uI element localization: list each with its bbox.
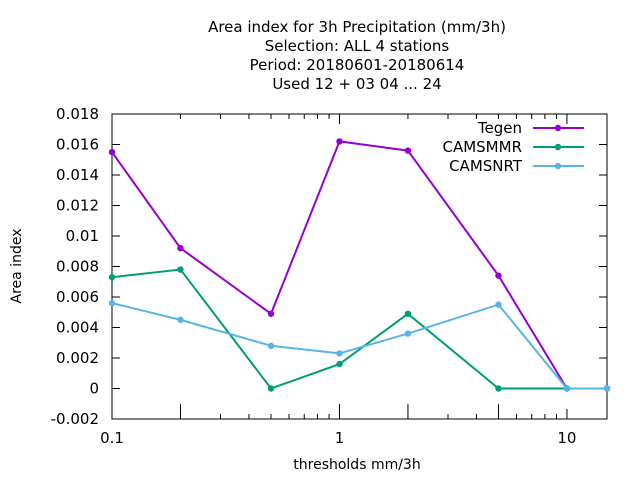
series-tegen	[108, 138, 611, 392]
data-point	[267, 310, 275, 317]
title-line: Area index for 3h Precipitation (mm/3h)	[208, 18, 506, 36]
y-tick-label: 0.01	[66, 227, 99, 245]
data-point	[267, 342, 275, 349]
y-axis-label: Area index	[9, 229, 25, 304]
legend-marker	[554, 162, 562, 170]
data-point	[495, 272, 502, 279]
y-tick-label: 0.008	[56, 258, 99, 276]
y-tick-label: 0.002	[56, 349, 99, 367]
series-camsmmr	[108, 266, 611, 392]
x-tick-label: 10	[557, 429, 576, 447]
series-lines	[108, 138, 611, 392]
y-tick-label: 0.014	[56, 166, 99, 184]
y-tick-label: -0.002	[51, 410, 99, 428]
series-line	[111, 302, 607, 390]
title-line: Used 12 + 03 04 ... 24	[272, 75, 441, 93]
data-point	[336, 350, 343, 357]
legend-label: CAMSNRT	[449, 157, 523, 175]
series-line	[111, 140, 607, 390]
data-point	[267, 385, 275, 392]
data-point	[563, 385, 571, 392]
data-point	[404, 310, 412, 317]
series-camsnrt	[108, 299, 611, 392]
title-line: Selection: ALL 4 stations	[265, 37, 450, 55]
series-line	[111, 268, 607, 390]
y-axis-ticks: -0.002 0 0.002 0.004 0.006 0.008 0.01 0.012 0.01…	[51, 105, 607, 428]
plot-frame	[111, 113, 608, 420]
data-point	[495, 301, 502, 308]
title-line: Period: 20180601-20180614	[250, 56, 465, 74]
y-tick-label: 0	[89, 380, 99, 398]
data-point	[336, 360, 343, 368]
data-point	[404, 147, 412, 154]
data-point	[177, 266, 184, 273]
legend-label: Tegen	[477, 119, 522, 137]
legend-marker	[554, 124, 562, 132]
x-tick-label: 1	[335, 429, 345, 447]
y-tick-label: 0.012	[56, 197, 99, 215]
y-tick-label: 0.006	[56, 288, 99, 306]
x-axis-label: thresholds mm/3h	[293, 457, 420, 473]
data-point	[108, 273, 116, 281]
x-tick-label: 0.1	[100, 429, 124, 447]
legend-marker	[554, 143, 562, 151]
y-tick-label: 0.016	[56, 136, 99, 154]
y-tick-label: 0.018	[56, 105, 99, 123]
chart-title: Area index for 3h Precipitation (mm/3h)S…	[208, 18, 506, 93]
data-point	[495, 385, 502, 392]
data-point	[177, 316, 184, 324]
data-point	[108, 299, 116, 307]
x-axis-ticks: 0.1 1 10	[100, 114, 608, 447]
legend-label: CAMSMMR	[442, 138, 522, 156]
y-tick-label: 0.004	[56, 319, 99, 337]
data-point	[336, 138, 343, 145]
data-point	[603, 385, 611, 392]
data-point	[404, 330, 412, 337]
data-point	[108, 148, 116, 156]
data-point	[177, 245, 184, 252]
